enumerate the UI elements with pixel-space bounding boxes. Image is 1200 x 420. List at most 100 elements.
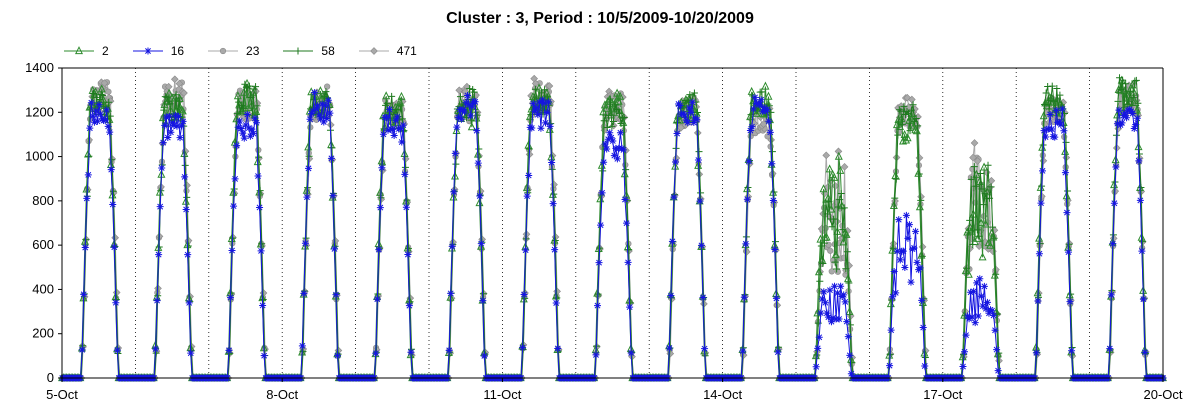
data-point <box>101 116 109 124</box>
data-point <box>765 102 773 110</box>
data-point <box>834 289 842 297</box>
data-point <box>1053 85 1061 93</box>
data-point <box>1068 347 1076 355</box>
data-point <box>243 111 251 119</box>
x-tick-label: 5-Oct <box>46 387 78 402</box>
data-point <box>815 333 823 341</box>
data-point <box>835 315 843 323</box>
data-point <box>106 112 114 120</box>
data-point <box>976 170 984 178</box>
data-point <box>840 291 848 299</box>
data-point <box>233 91 242 100</box>
data-point <box>235 98 243 106</box>
data-point <box>256 187 264 195</box>
data-point <box>244 103 253 112</box>
data-point <box>170 121 178 129</box>
data-point <box>176 134 184 142</box>
data-point <box>915 202 924 211</box>
data-point <box>816 234 825 243</box>
data-point <box>1138 238 1146 246</box>
data-point <box>535 98 543 106</box>
legend-marker <box>144 47 152 55</box>
data-point <box>451 149 459 157</box>
data-point <box>1066 298 1074 306</box>
data-point <box>465 101 473 109</box>
data-point <box>1057 121 1065 129</box>
data-point <box>526 123 534 131</box>
data-point <box>840 163 849 171</box>
data-point <box>81 243 89 251</box>
x-tick-label: 20-Oct <box>1143 387 1182 402</box>
data-point <box>396 124 404 132</box>
data-point <box>891 171 900 180</box>
data-point <box>184 242 192 250</box>
legend-swatch <box>358 47 389 55</box>
data-point <box>688 98 696 106</box>
data-point <box>828 223 836 231</box>
data-point <box>395 125 403 133</box>
data-point <box>454 113 462 121</box>
data-point <box>171 111 179 119</box>
data-point <box>544 93 552 101</box>
data-point <box>757 96 765 104</box>
data-point <box>80 290 88 298</box>
data-point <box>603 145 611 153</box>
legend-marker <box>219 47 227 55</box>
data-point <box>1038 167 1046 175</box>
data-point <box>603 123 611 131</box>
data-point <box>1051 133 1059 141</box>
data-point <box>833 265 841 273</box>
data-point <box>529 100 537 108</box>
data-point <box>969 153 977 162</box>
data-point <box>376 204 384 212</box>
data-point <box>1113 120 1121 128</box>
data-point <box>605 111 613 119</box>
data-point <box>152 349 160 357</box>
data-point <box>1062 138 1070 146</box>
data-point <box>814 344 822 352</box>
legend-label: 2 <box>102 44 109 58</box>
data-point <box>827 247 834 254</box>
data-point <box>624 258 632 266</box>
data-point <box>593 288 602 297</box>
data-point <box>254 172 262 180</box>
data-point <box>1106 345 1114 353</box>
data-point <box>528 124 536 132</box>
data-point <box>375 246 383 254</box>
data-point <box>836 196 844 204</box>
data-point <box>743 184 752 193</box>
data-point <box>626 299 634 307</box>
data-point <box>607 134 615 142</box>
data-point <box>844 333 852 341</box>
y-tick-label: 800 <box>32 193 54 208</box>
data-point <box>769 197 777 205</box>
data-point <box>304 164 312 172</box>
data-point <box>256 203 264 211</box>
data-point <box>614 106 622 114</box>
data-point <box>170 75 179 84</box>
data-point <box>97 91 105 99</box>
data-point <box>1109 240 1117 248</box>
data-point <box>970 287 978 295</box>
data-point <box>172 91 180 99</box>
data-point <box>180 89 188 97</box>
data-point <box>393 113 401 121</box>
data-point <box>473 127 481 135</box>
data-point <box>159 139 167 147</box>
data-point <box>398 138 406 146</box>
data-point <box>532 104 540 112</box>
data-point <box>822 151 831 160</box>
data-point <box>888 245 897 254</box>
data-point <box>316 86 325 95</box>
y-tick-label: 1400 <box>25 60 54 75</box>
data-point <box>667 292 675 300</box>
data-point <box>308 110 316 118</box>
data-point <box>771 246 779 254</box>
data-point <box>979 302 987 310</box>
legend-swatch <box>283 47 314 55</box>
data-point <box>1042 133 1050 141</box>
data-point <box>407 348 415 356</box>
data-point <box>168 119 176 127</box>
data-point <box>167 128 175 136</box>
data-point <box>846 351 854 359</box>
